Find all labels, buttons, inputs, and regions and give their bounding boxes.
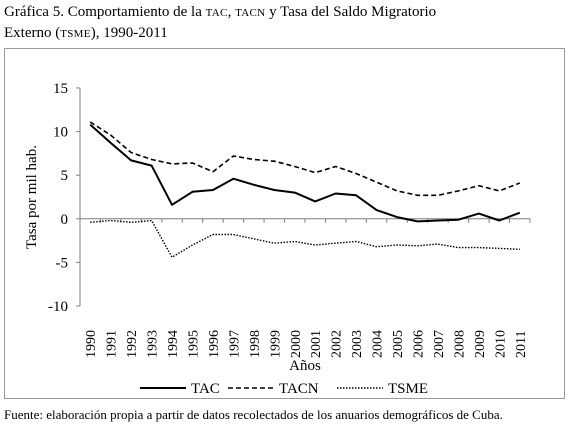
x-tick-label: 1992 xyxy=(125,330,140,358)
x-tick-label: 2000 xyxy=(289,330,304,358)
x-tick-label: 2010 xyxy=(493,330,508,358)
title-tac: TAC xyxy=(205,7,228,19)
x-tick-label: 1994 xyxy=(166,330,181,358)
y-tick-label: -5 xyxy=(56,255,69,271)
x-tick-label: 1995 xyxy=(187,330,202,358)
title-sep: , xyxy=(227,4,236,20)
x-tick-label: 2003 xyxy=(350,330,365,358)
series-line-tacn xyxy=(89,121,521,197)
x-tick-label: 2006 xyxy=(412,330,427,358)
series-line-tsme xyxy=(90,219,520,258)
y-tick-label: -10 xyxy=(48,299,68,315)
x-tick-label: 2008 xyxy=(452,330,467,358)
x-tick-label: 1999 xyxy=(268,330,283,358)
title-line2-suffix: ), 1990-2011 xyxy=(90,25,168,41)
x-tick-label: 2002 xyxy=(330,330,345,358)
source-note: Fuente: elaboración propia a partir de d… xyxy=(4,407,503,422)
x-tick-label: 2005 xyxy=(391,330,406,358)
x-tick-label: 1998 xyxy=(248,330,263,358)
x-tick-label: 1997 xyxy=(227,330,242,358)
y-tick-label: 5 xyxy=(61,168,69,184)
x-tick-label: 1990 xyxy=(84,330,99,358)
chart-frame xyxy=(4,48,565,399)
title-mid: y Tasa del Saldo Migratorio xyxy=(265,4,437,20)
x-axis-title: Años xyxy=(289,358,321,374)
x-tick-label: 2004 xyxy=(371,330,386,358)
title-tsme: TSME xyxy=(60,28,91,40)
title-line2-prefix: Externo ( xyxy=(4,25,61,41)
x-tick-label: 2001 xyxy=(309,330,324,358)
y-tick-label: 0 xyxy=(61,212,69,228)
x-tick-label: 1993 xyxy=(146,330,161,358)
legend-label-tsme: TSME xyxy=(388,381,428,397)
x-tick-label: 2011 xyxy=(514,331,529,358)
y-tick-label: 10 xyxy=(53,125,68,141)
legend-label-tac: TAC xyxy=(191,381,220,397)
x-tick-label: 1996 xyxy=(207,330,222,358)
x-tick-label: 2007 xyxy=(432,330,447,358)
y-tick-label: 15 xyxy=(53,81,68,97)
title-tacn: TACN xyxy=(235,7,266,19)
x-tick-label: 2009 xyxy=(473,330,488,358)
series-line-tac xyxy=(89,123,521,223)
y-axis-title: Tasa por mil hab. xyxy=(24,145,40,249)
x-tick-label: 1991 xyxy=(105,330,120,358)
title-prefix: Gráfica 5. Comportamiento de la xyxy=(4,4,206,20)
legend-label-tacn: TACN xyxy=(279,381,319,397)
chart-title: Gráfica 5. Comportamiento de la TAC, TAC… xyxy=(4,2,564,44)
